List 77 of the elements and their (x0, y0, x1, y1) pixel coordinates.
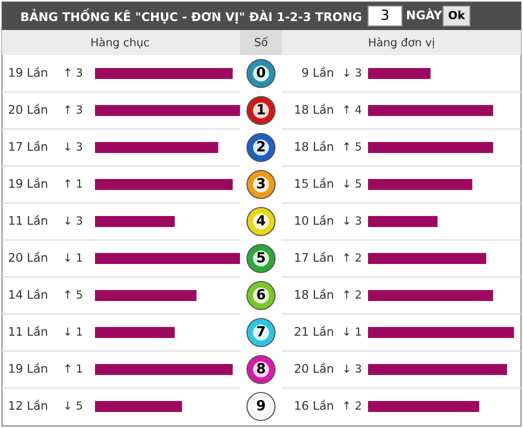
bar (368, 178, 472, 190)
text: ↓ 5 (344, 179, 361, 188)
bar (368, 104, 494, 116)
chart-title: Hàng đơn vị (369, 37, 434, 49)
data-label: 20 Lần (8, 252, 48, 262)
bar (368, 216, 438, 228)
bar (95, 178, 233, 190)
bar (95, 142, 218, 154)
data-label: 11 Lần (9, 326, 48, 336)
bar (95, 326, 175, 338)
y-tick-label: 7 (257, 326, 265, 336)
y-axis-title: Số (254, 36, 268, 46)
bar (95, 400, 182, 412)
y-tick-label: 3 (257, 178, 265, 189)
data-label: 9 Lần (302, 66, 333, 77)
bar (368, 252, 486, 264)
bar (95, 216, 175, 228)
text: BẢNG THỐNG KÊ "CHỤC - ĐƠN VỊ" ĐÀI 1-2-3 TRONG (21, 8, 362, 24)
text: ↓ 3 (65, 142, 82, 151)
text: ↓ 5 (65, 401, 82, 410)
data-label: 18 Lần (295, 288, 333, 299)
y-tick-label: 8 (257, 363, 265, 374)
data-label: 19 Lần (9, 362, 48, 373)
y-tick-label: 4 (256, 215, 266, 226)
data-label: 14 Lần (9, 288, 48, 299)
data-label: 18 Lần (295, 140, 333, 151)
text: ↑ 5 (65, 290, 82, 299)
data-label: 16 Lần (295, 400, 333, 410)
text: ↑ 3 (65, 68, 82, 77)
bar (368, 400, 480, 412)
text: ↑ 1 (65, 179, 82, 188)
bar (95, 68, 233, 80)
y-tick-label: 9 (256, 400, 265, 411)
bar (95, 290, 196, 302)
bar (95, 252, 240, 264)
data-label: 18 Lần (295, 104, 333, 114)
data-label: 17 Lần (295, 252, 333, 262)
text: Ok (448, 10, 466, 20)
data-label: 17 Lần (9, 140, 48, 151)
bar (95, 364, 233, 376)
text: ↓ 1 (65, 253, 82, 262)
text: ↑ 2 (344, 401, 361, 410)
data-label: 20 Lần (294, 362, 333, 373)
text: ↓ 3 (344, 68, 362, 77)
data-label: 20 Lần (8, 104, 48, 114)
y-tick-label: 0 (256, 67, 266, 78)
chart-title: Hàng chục (92, 37, 149, 49)
text: ↓ 3 (344, 216, 362, 225)
bar (368, 290, 494, 302)
text: ↑ 1 (65, 364, 82, 373)
data-label: 21 Lần (294, 326, 333, 336)
text: 3 (382, 10, 388, 20)
y-tick-label: 5 (257, 252, 265, 263)
bar (368, 326, 514, 338)
text: ↓ 1 (344, 327, 361, 336)
bar (95, 104, 240, 116)
data-label: 10 Lần (295, 214, 333, 225)
text: ↑ 2 (344, 253, 361, 262)
text: ↑ 2 (344, 290, 361, 299)
text: ↓ 3 (344, 364, 362, 373)
data-label: 11 Lần (9, 214, 48, 225)
bar (368, 142, 494, 154)
y-tick-label: 1 (258, 104, 265, 114)
bar (368, 364, 508, 376)
data-label: 19 Lần (9, 66, 48, 77)
data-label: 12 Lần (9, 400, 48, 410)
bar (368, 68, 431, 80)
text: ↑ 5 (344, 142, 361, 151)
text: NGÀY (407, 8, 442, 20)
text: ↓ 3 (65, 216, 82, 225)
y-tick-label: 2 (257, 141, 265, 152)
data-label: 19 Lần (9, 178, 48, 188)
y-tick-label: 6 (257, 289, 266, 300)
text: ↓ 1 (65, 327, 82, 336)
data-label: 15 Lần (295, 178, 333, 188)
text: ↑ 3 (65, 105, 82, 114)
text: ↑ 4 (344, 105, 362, 114)
